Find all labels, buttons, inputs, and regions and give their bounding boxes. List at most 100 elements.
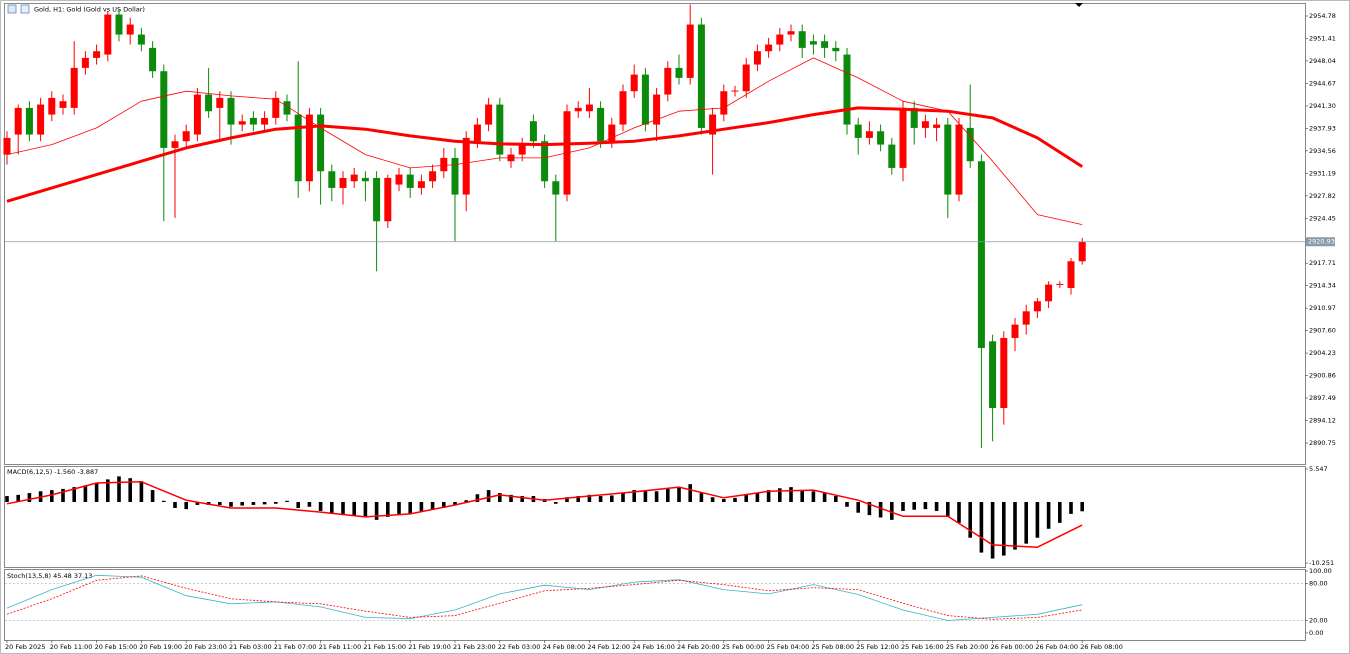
histogram-bar xyxy=(565,497,569,502)
macd-panel-frame xyxy=(4,466,1306,568)
histogram-bar xyxy=(262,502,267,505)
candle-body xyxy=(809,41,817,45)
y-tick-label: 2897.49 xyxy=(1309,394,1336,402)
histogram-bar xyxy=(486,490,491,502)
histogram-bar xyxy=(968,502,972,538)
candle-body xyxy=(854,124,862,138)
x-tick-label: 25 Feb 16:00 xyxy=(901,643,944,651)
candle-body xyxy=(1056,283,1064,285)
histogram-bar xyxy=(957,502,961,523)
histogram-bar xyxy=(688,484,692,502)
indicator-line xyxy=(6,57,1083,225)
histogram-bar xyxy=(352,502,356,516)
histogram-bar xyxy=(654,491,659,502)
histogram-bar xyxy=(1013,502,1017,550)
candle-body xyxy=(384,177,392,222)
histogram-bar xyxy=(240,502,244,506)
candle-body xyxy=(339,177,347,188)
candle-body xyxy=(832,47,840,52)
candle-body xyxy=(361,177,369,182)
candle-body xyxy=(227,97,235,125)
histogram-bar xyxy=(1035,502,1040,538)
histogram-bar xyxy=(845,502,849,507)
y-tick-label: 2934.56 xyxy=(1309,147,1336,155)
x-tick-label: 21 Feb 15:00 xyxy=(363,643,406,651)
histogram-bar xyxy=(598,496,603,502)
shift-marker xyxy=(1075,3,1083,7)
y-tick-label: 2894.12 xyxy=(1309,417,1336,425)
candle-body xyxy=(899,107,907,168)
x-tick-label: 24 Feb 20:00 xyxy=(677,643,720,651)
histogram-bar xyxy=(50,490,54,502)
x-tick-label: 24 Feb 08:00 xyxy=(543,643,586,651)
histogram-bar xyxy=(139,481,144,502)
candle-body xyxy=(921,121,929,128)
candle-body xyxy=(619,91,627,125)
histogram-bar xyxy=(27,493,32,502)
histogram-bar xyxy=(800,490,804,502)
histogram-bar xyxy=(677,487,681,502)
histogram-bar xyxy=(834,496,838,502)
candle-body xyxy=(14,107,22,135)
histogram-bar xyxy=(699,493,704,502)
histogram-bar xyxy=(307,502,312,507)
candle-body xyxy=(1022,311,1030,325)
candle-body xyxy=(373,177,381,222)
histogram-bar xyxy=(397,502,401,514)
histogram-bar xyxy=(1058,502,1062,523)
candle-body xyxy=(37,104,45,135)
y-tick-label: 0.00 xyxy=(1309,629,1323,637)
candle-body xyxy=(485,104,493,125)
candle-body xyxy=(653,94,661,125)
candle-body xyxy=(216,97,224,108)
histogram-bar xyxy=(822,493,827,502)
histogram-bar xyxy=(766,490,771,502)
histogram-bar xyxy=(94,482,99,502)
histogram-bar xyxy=(621,493,625,502)
candle-body xyxy=(597,107,605,142)
x-tick-label: 25 Feb 04:00 xyxy=(767,643,810,651)
y-tick-label: 2914.34 xyxy=(1309,282,1336,290)
histogram-bar xyxy=(520,496,524,502)
x-tick-label: 26 Feb 04:00 xyxy=(1035,643,1078,651)
candle-body xyxy=(417,181,425,188)
histogram-bar xyxy=(722,499,726,502)
histogram-bar xyxy=(912,502,916,510)
x-tick-label: 20 Feb 2025 xyxy=(5,643,45,651)
histogram-bar xyxy=(430,502,435,510)
current-price-label: 2920.93 xyxy=(1308,238,1335,246)
grid-icon[interactable] xyxy=(7,4,17,14)
y-tick-label: 2948.04 xyxy=(1309,57,1336,65)
x-tick-label: 21 Feb 11:00 xyxy=(319,643,362,651)
candle-body xyxy=(115,14,123,35)
candle-body xyxy=(429,171,437,182)
y-tick-label: 2904.23 xyxy=(1309,349,1336,357)
candle-body xyxy=(933,124,941,128)
histogram-bar xyxy=(755,493,760,502)
x-tick-label: 20 Feb 23:00 xyxy=(184,643,227,651)
y-tick-label: 5.547 xyxy=(1309,465,1328,473)
candle-body xyxy=(1078,241,1086,262)
x-tick-label: 25 Feb 08:00 xyxy=(811,643,854,651)
histogram-bar xyxy=(867,502,872,516)
candle-body xyxy=(406,174,414,188)
histogram-bar xyxy=(419,502,424,512)
candle-body xyxy=(1067,261,1075,288)
histogram-bar xyxy=(587,494,592,502)
histogram-bar xyxy=(946,502,950,517)
histogram-bar xyxy=(442,502,446,508)
histogram-bar xyxy=(72,487,76,502)
histogram-bar xyxy=(363,502,368,517)
chart-icon[interactable] xyxy=(20,4,30,14)
candle-body xyxy=(160,71,168,148)
histogram-bar xyxy=(274,502,278,504)
histogram-bar xyxy=(1069,502,1073,514)
y-tick-label: 80.00 xyxy=(1309,579,1328,587)
candle-body xyxy=(1000,337,1008,408)
histogram-bar xyxy=(195,502,200,505)
candle-body xyxy=(877,131,885,145)
histogram-bar xyxy=(744,494,748,502)
candle-body xyxy=(776,34,784,45)
histogram-bar xyxy=(710,497,715,502)
